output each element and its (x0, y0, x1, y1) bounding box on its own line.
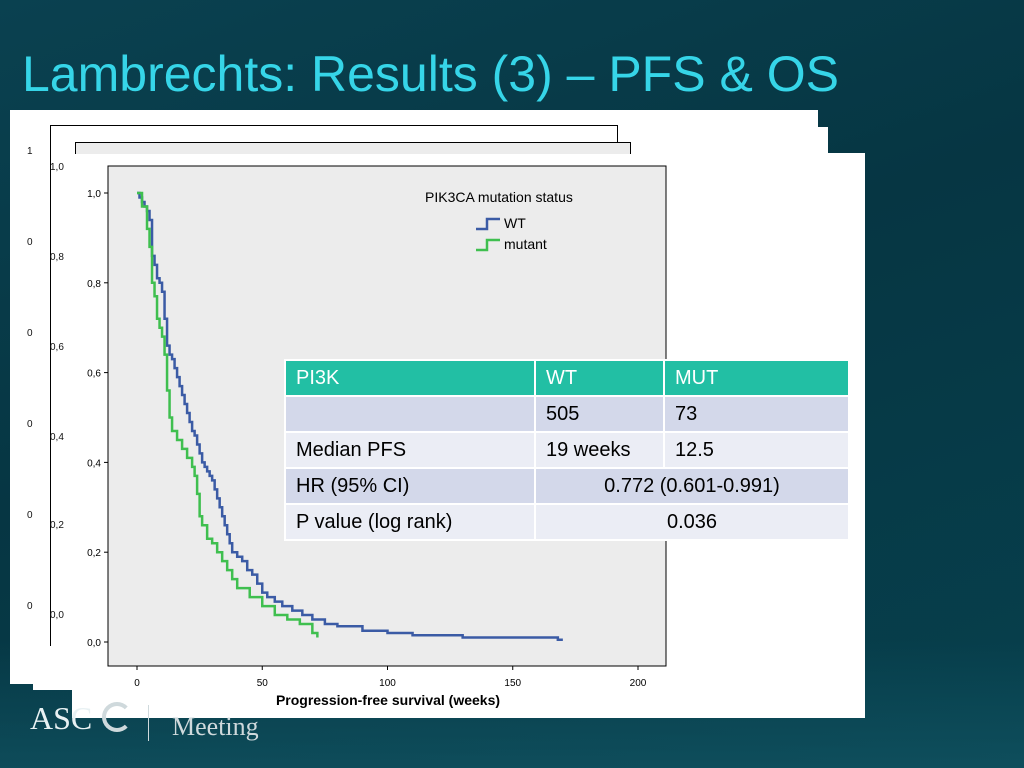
ghost1-tick-label: 0 (27, 328, 33, 339)
x-tick-label: 200 (630, 678, 647, 689)
y-tick-label: 1,0 (87, 189, 101, 200)
ghost2-tick-label: 1,0 (50, 162, 64, 173)
x-axis: 0 50 100 150 200 (134, 666, 647, 689)
table-cell: Median PFS (284, 431, 536, 469)
legend-label-mutant: mutant (504, 236, 547, 252)
meeting-label: Meeting (172, 712, 259, 741)
series-layer (137, 191, 563, 642)
table-row: P value (log rank) 0.036 (284, 503, 850, 541)
ghost2-tick-label: 0,8 (50, 252, 64, 263)
table-cell: 0.772 (0.601-0.991) (534, 467, 850, 505)
header-cell-wt: WT (534, 359, 665, 397)
table-cell: 505 (534, 395, 665, 433)
header-cell-pi3k: PI3K (284, 359, 536, 397)
series-line-wt (137, 191, 563, 642)
y-tick-label: 0,0 (87, 638, 101, 649)
x-tick-label: 50 (257, 678, 269, 689)
table-cell: P value (log rank) (284, 503, 536, 541)
table-cell: 12.5 (663, 431, 850, 469)
asco-logo-mark (102, 702, 132, 732)
ghost2-tick-label: 0,6 (50, 342, 64, 353)
x-tick-label: 150 (504, 678, 521, 689)
y-tick-label: 0,6 (87, 369, 101, 380)
table-cell: HR (95% CI) (284, 467, 536, 505)
ghost1-tick-label: 1 (27, 146, 33, 157)
table-cell (284, 395, 536, 433)
y-tick-label: 0,4 (87, 458, 101, 469)
background-plot-frame-2 (75, 142, 631, 154)
ghost2-tick-label: 0,2 (50, 520, 64, 531)
legend-title: PIK3CA mutation status (425, 189, 573, 205)
ghost2-tick-label: 0,4 (50, 432, 64, 443)
asco-logo-text: ASC (30, 700, 93, 736)
table-header-row: PI3K WT MUT (284, 359, 850, 397)
logo-divider (148, 705, 149, 741)
legend-items: WT mutant (476, 215, 547, 252)
ghost1-tick-label: 0 (27, 419, 33, 430)
table-cell: 73 (663, 395, 850, 433)
ghost1-tick-label: 0 (27, 510, 33, 521)
y-axis: 0,0 0,2 0,4 0,6 0,8 1,0 (87, 189, 108, 649)
y-tick-label: 0,8 (87, 279, 101, 290)
header-cell-mut: MUT (663, 359, 850, 397)
stats-table: PI3K WT MUT 505 73 Median PFS 19 weeks 1… (284, 359, 850, 541)
legend-swatch-wt (476, 217, 500, 231)
table-row: HR (95% CI) 0.772 (0.601-0.991) (284, 467, 850, 505)
legend-swatch-mutant (476, 238, 500, 252)
x-tick-label: 100 (379, 678, 396, 689)
legend-label-wt: WT (504, 215, 526, 231)
table-cell: 19 weeks (534, 431, 665, 469)
series-line-mutant (137, 191, 319, 638)
x-tick-label: 0 (134, 678, 140, 689)
legend: PIK3CA mutation status WT mutant (425, 189, 573, 252)
table-row: 505 73 (284, 395, 850, 433)
table-row: Median PFS 19 weeks 12.5 (284, 431, 850, 469)
y-tick-label: 0,2 (87, 548, 101, 559)
slide-title: Lambrechts: Results (3) – PFS & OS (22, 46, 839, 102)
table-cell: 0.036 (534, 503, 850, 541)
ghost2-tick-label: 0,0 (50, 610, 64, 621)
x-axis-label: Progression-free survival (weeks) (276, 692, 500, 708)
ghost1-tick-label: 0 (27, 601, 33, 612)
ghost1-tick-label: 0 (27, 237, 33, 248)
